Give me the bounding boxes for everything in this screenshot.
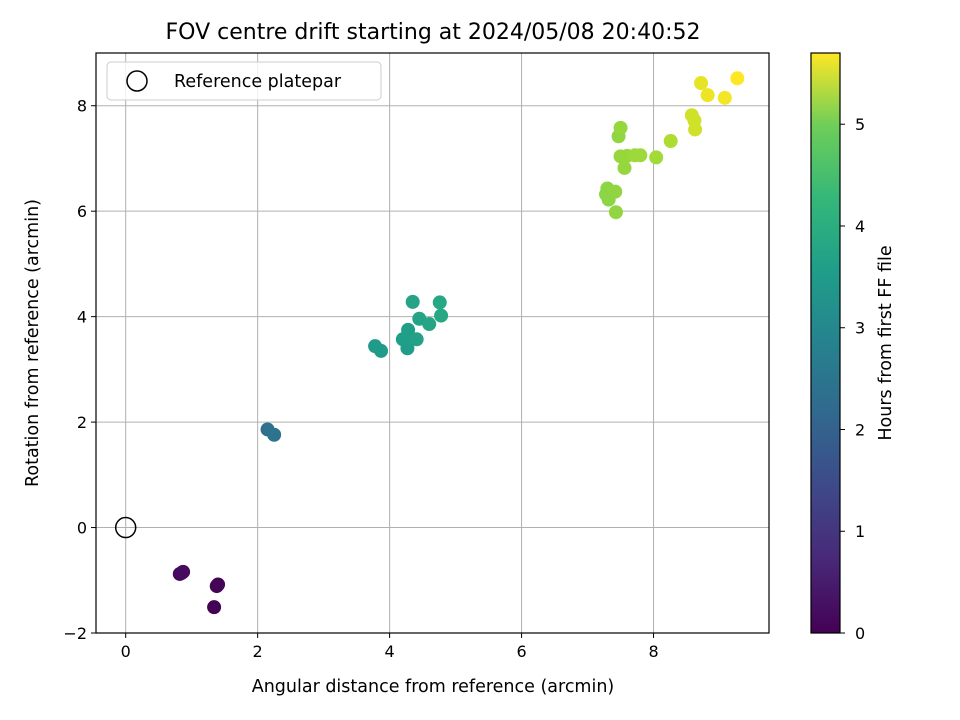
data-point <box>374 343 389 358</box>
y-tick-label: 8 <box>77 97 87 116</box>
x-tick-label: 6 <box>516 642 526 661</box>
colorbar-tick-label: 5 <box>855 115 865 134</box>
colorbar-tick-label: 1 <box>855 522 865 541</box>
data-point <box>434 308 449 323</box>
data-point <box>174 565 189 580</box>
data-point <box>717 90 732 105</box>
data-point <box>409 332 424 347</box>
data-point <box>663 134 678 149</box>
data-point <box>432 295 447 310</box>
legend: Reference platepar <box>106 61 382 101</box>
y-tick-label: 4 <box>77 308 87 327</box>
x-tick-label: 8 <box>648 642 658 661</box>
legend-box <box>106 61 382 101</box>
colorbar-frame <box>810 52 841 634</box>
data-point <box>694 76 709 91</box>
y-axis-ticks: −2 0 2 4 6 8 <box>63 97 96 643</box>
data-point <box>267 427 282 442</box>
colorbar-tick-label: 3 <box>855 319 865 338</box>
x-axis-label: Angular distance from reference (arcmin) <box>252 677 615 697</box>
legend-marker <box>126 70 148 92</box>
reference-platepar-marker <box>114 516 137 539</box>
y-tick-label: 6 <box>77 202 87 221</box>
data-point <box>400 341 415 356</box>
x-tick-label: 2 <box>253 642 263 661</box>
colorbar-ticks: 0 1 2 3 4 5 <box>840 115 865 643</box>
colorbar-tick-label: 0 <box>855 624 865 643</box>
colorbar-tick-label: 4 <box>855 217 865 236</box>
x-tick-label: 4 <box>385 642 395 661</box>
data-point <box>613 120 628 135</box>
data-point <box>405 294 420 309</box>
y-tick-label: −2 <box>63 624 87 643</box>
data-point <box>617 160 632 175</box>
plot-frame <box>95 52 770 634</box>
data-point <box>608 184 623 199</box>
data-point <box>649 150 664 165</box>
x-tick-label: 0 <box>121 642 131 661</box>
colorbar <box>811 53 840 633</box>
data-point <box>211 577 226 592</box>
y-tick-label: 2 <box>77 413 87 432</box>
y-tick-label: 0 <box>77 519 87 538</box>
data-point <box>608 205 623 220</box>
data-point <box>207 600 222 615</box>
colorbar-label: Hours from first FF file <box>876 245 896 440</box>
y-axis-label: Rotation from reference (arcmin) <box>23 199 43 487</box>
data-point <box>688 122 703 137</box>
data-point <box>633 148 648 163</box>
data-points <box>172 71 745 615</box>
chart-title: FOV centre drift starting at 2024/05/08 … <box>166 20 701 45</box>
x-axis-ticks: 0 2 4 6 8 <box>121 633 659 661</box>
colorbar-tick-label: 2 <box>855 420 865 439</box>
legend-entry: Reference platepar <box>174 72 342 92</box>
data-point <box>422 317 437 332</box>
data-point <box>700 88 715 103</box>
data-point <box>730 71 745 86</box>
